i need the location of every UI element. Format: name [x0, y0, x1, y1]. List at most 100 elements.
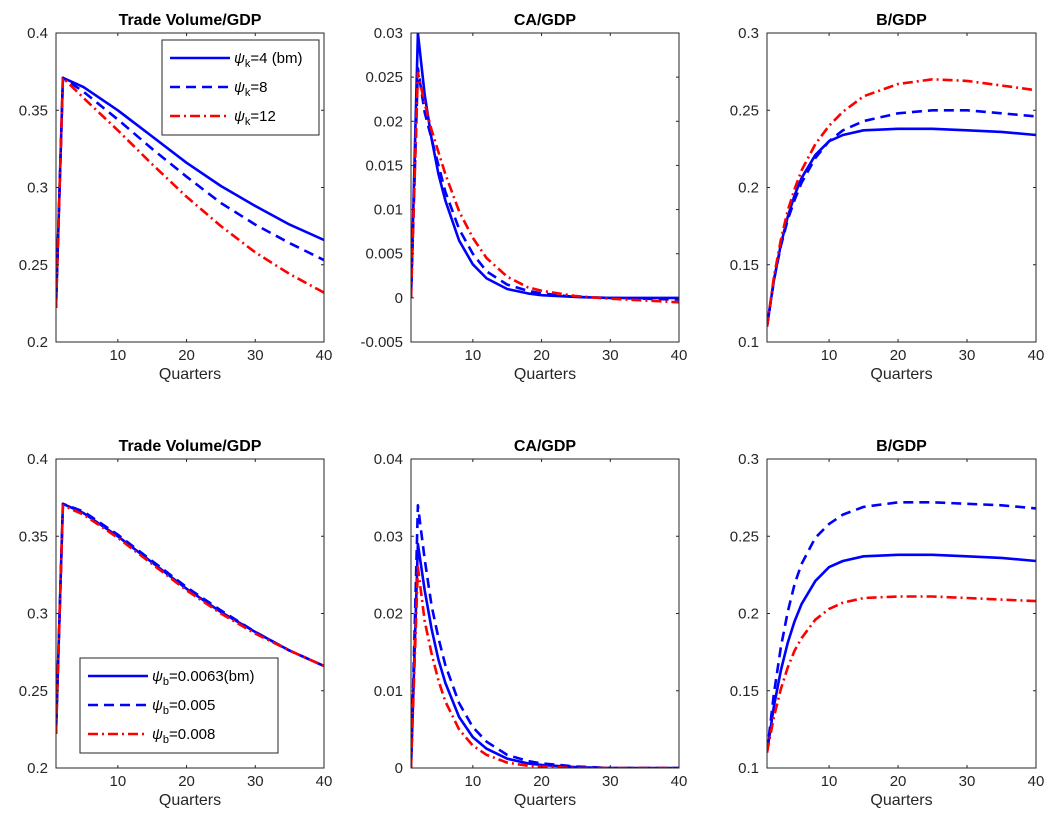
- x-axis-label: Quarters: [159, 366, 221, 383]
- legend-subscript: k: [245, 58, 251, 70]
- x-tick-label: 40: [1028, 773, 1045, 790]
- x-tick-label: 30: [602, 773, 619, 790]
- legend-value: =0.0063(bm): [169, 668, 254, 685]
- y-tick-label: 0.01: [374, 683, 403, 700]
- series-line-3: [767, 78, 1036, 327]
- y-tick-label: 0.2: [738, 180, 759, 197]
- panel-5: 10 20 30 40 0 0.01 0.02 0.03 0.04 CA/GDP Quarters: [374, 438, 688, 809]
- series-line-2: [411, 503, 679, 768]
- legend-symbol: ψ: [234, 50, 245, 67]
- panel-4: 10 20 30 40 0.2 0.25 0.3 0.35 0.4 Trade Volume/GD…: [19, 438, 333, 809]
- panel-1: 10 20 30 40 0.2 0.25 0.3 0.35 0.4 Trade Volume/GD…: [19, 12, 333, 383]
- series-line-3: [411, 565, 679, 768]
- x-tick-label: 30: [959, 773, 976, 790]
- series-line-2: [56, 502, 324, 735]
- legend-label-1: ψk=4 (bm): [234, 50, 303, 70]
- legend-label-2: ψk=8: [234, 79, 268, 99]
- x-axis-label: Quarters: [514, 366, 576, 383]
- y-tick-label: 0.2: [738, 606, 759, 623]
- y-tick-label: 0.1: [738, 334, 759, 351]
- x-tick-label: 20: [178, 773, 195, 790]
- x-tick-label: 20: [533, 773, 550, 790]
- panel-2: 10 20 30 40 -0.005 0 0.005 0.01 0.015 0.02 0.025 0.…: [360, 12, 687, 383]
- x-axis-label: Quarters: [159, 792, 221, 809]
- x-tick-label: 10: [821, 773, 838, 790]
- y-tick-label: 0: [395, 290, 403, 307]
- y-tick-label: 0.35: [19, 102, 48, 119]
- legend-symbol: ψ: [152, 697, 163, 714]
- series-line-3: [56, 76, 324, 309]
- y-tick-label: 0.02: [374, 606, 403, 623]
- axes-box: [410, 458, 680, 769]
- legend-value: =12: [250, 108, 275, 125]
- series-line-2: [411, 67, 679, 301]
- y-tick-label: 0: [395, 760, 403, 777]
- legend-value: =0.005: [169, 697, 215, 714]
- y-tick-label: 0.25: [19, 257, 48, 274]
- axes-box: [766, 458, 1037, 769]
- y-tick-label: 0.3: [27, 606, 48, 623]
- x-tick-label: 30: [602, 347, 619, 364]
- y-tick-label: 0.35: [19, 528, 48, 545]
- legend-value: =4 (bm): [250, 50, 302, 67]
- legend-value: =0.008: [169, 726, 215, 743]
- legend-label-1: ψb=0.0063(bm): [152, 668, 255, 688]
- legend-symbol: ψ: [234, 108, 245, 125]
- axes-box: [410, 32, 680, 343]
- series-line-1: [411, 542, 679, 768]
- legend-subscript: k: [245, 116, 251, 128]
- y-tick-label: 0.2: [27, 334, 48, 351]
- axes-box: [766, 32, 1037, 343]
- x-tick-label: 40: [671, 347, 688, 364]
- y-tick-label: 0.01: [374, 202, 403, 219]
- y-tick-label: -0.005: [360, 334, 403, 351]
- y-tick-label: 0.3: [738, 25, 759, 42]
- x-tick-label: 30: [247, 347, 264, 364]
- y-tick-label: 0.3: [738, 451, 759, 468]
- x-tick-label: 20: [890, 773, 907, 790]
- x-tick-label: 40: [316, 347, 333, 364]
- x-tick-label: 30: [959, 347, 976, 364]
- legend-top: ψk=4 (bm)ψk=8ψk=12: [161, 39, 320, 136]
- series-line-1: [411, 33, 679, 300]
- y-tick-label: 0.02: [374, 113, 403, 130]
- panel-title: B/GDP: [876, 12, 927, 29]
- x-tick-label: 30: [247, 773, 264, 790]
- y-tick-label: 0.04: [374, 451, 403, 468]
- x-tick-label: 20: [533, 347, 550, 364]
- x-tick-label: 10: [821, 347, 838, 364]
- y-tick-label: 0.005: [365, 246, 403, 263]
- y-tick-label: 0.1: [738, 760, 759, 777]
- legend-subscript: b: [163, 734, 169, 746]
- y-tick-label: 0.3: [27, 180, 48, 197]
- y-tick-label: 0.25: [19, 683, 48, 700]
- x-tick-label: 10: [110, 773, 127, 790]
- y-tick-label: 0.015: [365, 157, 403, 174]
- series-line-1: [56, 76, 324, 309]
- x-axis-label: Quarters: [514, 792, 576, 809]
- series-line-3: [767, 595, 1036, 753]
- y-tick-label: 0.15: [730, 683, 759, 700]
- y-tick-label: 0.25: [730, 102, 759, 119]
- legend-value: =8: [250, 79, 267, 96]
- legend-label-3: ψb=0.008: [152, 726, 215, 746]
- x-tick-label: 20: [890, 347, 907, 364]
- legend-symbol: ψ: [152, 726, 163, 743]
- x-tick-label: 20: [178, 347, 195, 364]
- series-line-2: [767, 500, 1036, 753]
- legend-label-3: ψk=12: [234, 108, 276, 128]
- series-line-2: [56, 76, 324, 309]
- series-line-3: [411, 71, 679, 304]
- panel-title: CA/GDP: [514, 438, 577, 455]
- panel-title: B/GDP: [876, 438, 927, 455]
- panel-title: Trade Volume/GDP: [119, 12, 262, 29]
- x-tick-label: 40: [316, 773, 333, 790]
- y-tick-label: 0.15: [730, 257, 759, 274]
- legend-label-2: ψb=0.005: [152, 697, 215, 717]
- x-tick-label: 10: [465, 773, 482, 790]
- x-tick-label: 40: [671, 773, 688, 790]
- panel-title: Trade Volume/GDP: [119, 438, 262, 455]
- series-line-1: [767, 553, 1036, 753]
